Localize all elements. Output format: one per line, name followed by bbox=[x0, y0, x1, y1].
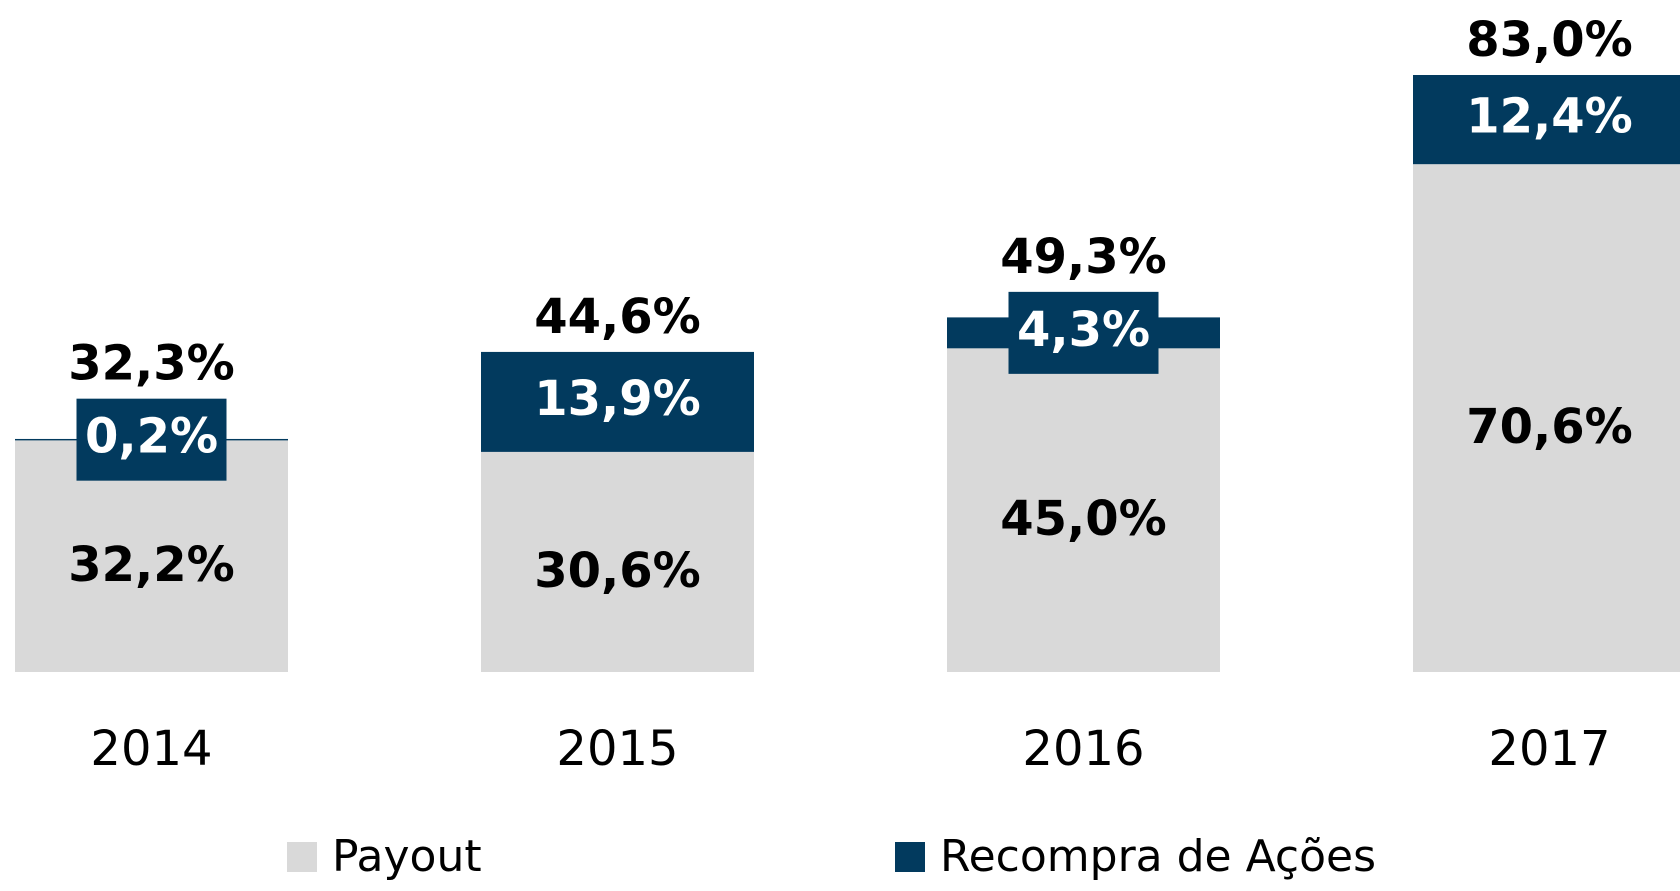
legend-swatch bbox=[895, 842, 925, 872]
bar-segment bbox=[947, 348, 1220, 672]
value-label: 45,0% bbox=[1000, 491, 1167, 547]
legend-swatch bbox=[287, 842, 317, 872]
value-label: 13,9% bbox=[534, 371, 701, 427]
x-tick-label: 2014 bbox=[90, 721, 212, 777]
label-box bbox=[76, 398, 227, 481]
value-label: 32,2% bbox=[68, 537, 235, 593]
value-label: 0,2% bbox=[85, 409, 218, 465]
bar-segment bbox=[1413, 164, 1680, 672]
bar-segment bbox=[481, 351, 754, 452]
total-label: 32,3% bbox=[68, 336, 235, 392]
total-label: 44,6% bbox=[534, 289, 701, 345]
value-label: 30,6% bbox=[534, 543, 701, 599]
x-tick-label: 2017 bbox=[1488, 721, 1610, 777]
value-label: 12,4% bbox=[1466, 89, 1633, 145]
bar-segment bbox=[481, 451, 754, 672]
bar-segment bbox=[1413, 75, 1680, 165]
legend-label: Payout bbox=[332, 831, 482, 882]
value-label: 4,3% bbox=[1017, 302, 1150, 358]
total-label: 49,3% bbox=[1000, 229, 1167, 285]
value-label: 70,6% bbox=[1466, 399, 1633, 455]
x-tick-label: 2015 bbox=[556, 721, 678, 777]
label-box bbox=[1008, 291, 1159, 374]
legend-label: Recompra de Ações bbox=[940, 831, 1376, 882]
total-label: 83,0% bbox=[1466, 12, 1633, 68]
x-tick-label: 2016 bbox=[1022, 721, 1144, 777]
